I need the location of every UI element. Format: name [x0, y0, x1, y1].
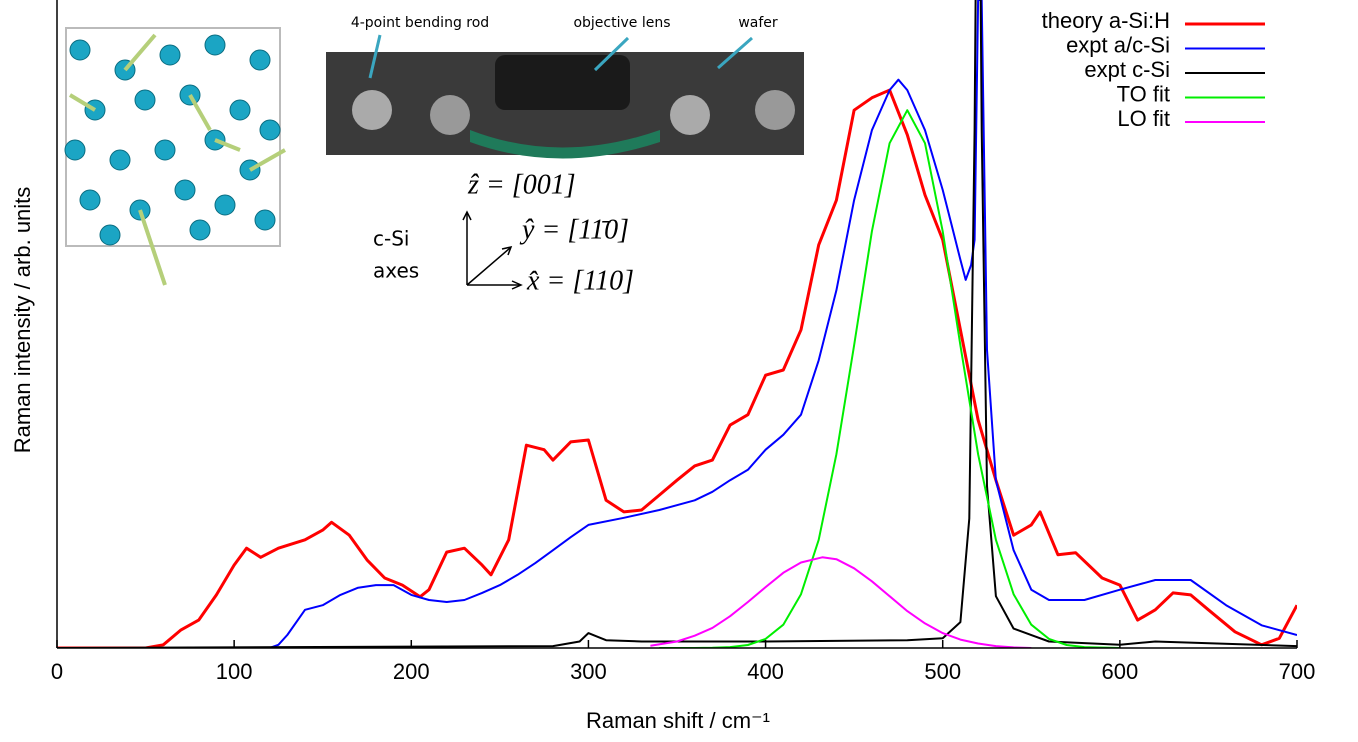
photo-inset: 4-point bending rod objective lens wafer	[326, 15, 804, 159]
series-line	[650, 556, 1032, 648]
x-tick-label: 200	[393, 659, 430, 684]
series-line	[57, 0, 1297, 648]
legend-label: LO fit	[1117, 106, 1170, 131]
legend-label: expt c-Si	[1084, 57, 1170, 82]
axes-inset: c-Si axes ẑ = [001] ŷ = [11̄0] x̂ = [110…	[373, 169, 634, 296]
annotation: ẑ = [001]	[467, 169, 576, 200]
x-tick-label: 400	[747, 659, 784, 684]
legend-label: theory a-Si:H	[1042, 8, 1170, 33]
y-axis-label: Raman intensity / arb. units	[10, 187, 35, 454]
x-tick-label: 600	[1101, 659, 1138, 684]
annotation: axes	[373, 259, 419, 283]
annotation: 4-point bending rod	[351, 15, 489, 31]
plot-area	[57, 0, 1297, 648]
annotation: c-Si	[373, 227, 409, 251]
x-tick-label: 300	[570, 659, 607, 684]
legend-label: expt a/c-Si	[1066, 32, 1170, 57]
x-tick-label: 700	[1279, 659, 1316, 684]
x-tick-label: 100	[216, 659, 253, 684]
series-line	[57, 88, 1297, 648]
annotation: ŷ = [11̄0]	[519, 214, 629, 245]
legend-label: TO fit	[1117, 81, 1170, 106]
annotation: wafer	[738, 15, 778, 31]
annotation: objective lens	[573, 15, 670, 31]
series-line	[57, 0, 1297, 648]
annotation: x̂ = [110]	[526, 265, 634, 296]
x-axis-label: Raman shift / cm⁻¹	[586, 708, 770, 733]
series-line	[659, 109, 1120, 648]
x-tick-label: 500	[924, 659, 961, 684]
structure-inset	[57, 0, 287, 287]
x-tick-label: 0	[51, 659, 63, 684]
